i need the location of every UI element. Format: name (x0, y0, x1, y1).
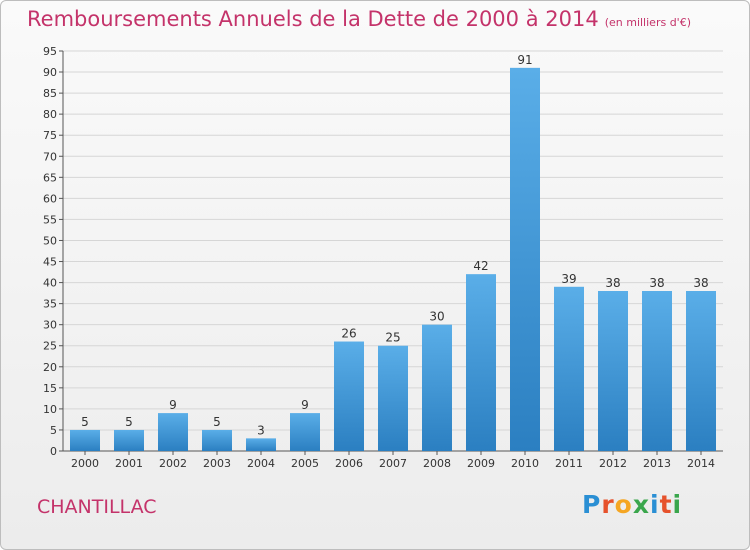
bar-2007 (378, 345, 408, 451)
value-label-2002: 9 (169, 398, 177, 412)
bar-2001 (114, 429, 144, 451)
x-tick-label-2004: 2004 (247, 457, 275, 470)
logo-letter: t (659, 490, 673, 519)
value-label-2000: 5 (81, 415, 89, 429)
y-tick-label: 5 (50, 424, 57, 437)
value-label-2001: 5 (125, 415, 133, 429)
value-label-2011: 39 (561, 272, 576, 286)
y-tick-label: 35 (43, 298, 57, 311)
bar-2013 (642, 291, 672, 451)
y-tick-label: 90 (43, 66, 57, 79)
y-tick-label: 15 (43, 382, 57, 395)
y-tick-label: 65 (43, 171, 57, 184)
y-tick-label: 40 (43, 277, 57, 290)
proxiti-logo: Proxiti (582, 490, 682, 519)
bar-2011 (554, 286, 584, 451)
value-label-2013: 38 (649, 276, 664, 290)
y-tick-label: 25 (43, 340, 57, 353)
y-tick-label: 10 (43, 403, 57, 416)
y-tick-label: 60 (43, 192, 57, 205)
bar-2002 (158, 413, 188, 451)
logo-letter: o (614, 490, 633, 519)
x-tick-label-2009: 2009 (467, 457, 495, 470)
bar-2010 (510, 67, 540, 451)
x-tick-label-2013: 2013 (643, 457, 671, 470)
x-tick-label-2000: 2000 (71, 457, 99, 470)
bar-2009 (466, 274, 496, 451)
y-tick-label: 50 (43, 234, 57, 247)
bar-2014 (686, 291, 716, 451)
value-label-2014: 38 (693, 276, 708, 290)
logo-letter: i (650, 490, 660, 519)
bar-2004 (246, 438, 276, 451)
y-tick-label: 85 (43, 87, 57, 100)
y-tick-label: 30 (43, 319, 57, 332)
y-tick-label: 20 (43, 361, 57, 374)
labels: 0510152025303540455055606570758085909552… (43, 45, 715, 470)
value-label-2003: 5 (213, 415, 221, 429)
y-tick-label: 95 (43, 45, 57, 58)
bar-2008 (422, 324, 452, 451)
value-label-2010: 91 (517, 53, 532, 67)
chart-title: Remboursements Annuels de la Dette de 20… (27, 7, 691, 31)
x-tick-label-2008: 2008 (423, 457, 451, 470)
value-label-2009: 42 (473, 259, 488, 273)
x-tick-label-2011: 2011 (555, 457, 583, 470)
chart-title-text: Remboursements Annuels de la Dette de 20… (27, 7, 599, 31)
x-tick-label-2002: 2002 (159, 457, 187, 470)
logo-letter: x (632, 490, 650, 519)
logo-letter: P (582, 490, 602, 519)
value-label-2012: 38 (605, 276, 620, 290)
y-tick-label: 75 (43, 129, 57, 142)
x-tick-label-2003: 2003 (203, 457, 231, 470)
y-tick-label: 0 (50, 445, 57, 458)
x-tick-label-2007: 2007 (379, 457, 407, 470)
logo-letter: i (672, 490, 683, 519)
x-tick-label-2012: 2012 (599, 457, 627, 470)
value-label-2005: 9 (301, 398, 309, 412)
x-tick-label-2010: 2010 (511, 457, 539, 470)
y-tick-label: 80 (43, 108, 57, 121)
bar-2012 (598, 291, 628, 451)
x-tick-label-2014: 2014 (687, 457, 715, 470)
bars (70, 67, 716, 451)
city-name: CHANTILLAC (37, 496, 157, 518)
x-tick-label-2005: 2005 (291, 457, 319, 470)
bar-2003 (202, 429, 232, 451)
value-label-2006: 26 (341, 327, 356, 341)
bar-2006 (334, 341, 364, 451)
value-label-2008: 30 (429, 310, 444, 324)
bar-2000 (70, 429, 100, 451)
y-tick-label: 70 (43, 150, 57, 163)
value-label-2007: 25 (385, 331, 400, 345)
chart-subtitle: (en milliers d'€) (604, 16, 691, 29)
y-tick-label: 45 (43, 256, 57, 269)
y-tick-label: 55 (43, 213, 57, 226)
x-tick-label-2006: 2006 (335, 457, 363, 470)
value-label-2004: 3 (257, 423, 265, 437)
bar-2005 (290, 413, 320, 451)
x-tick-label-2001: 2001 (115, 457, 143, 470)
logo-letter: r (601, 490, 615, 519)
